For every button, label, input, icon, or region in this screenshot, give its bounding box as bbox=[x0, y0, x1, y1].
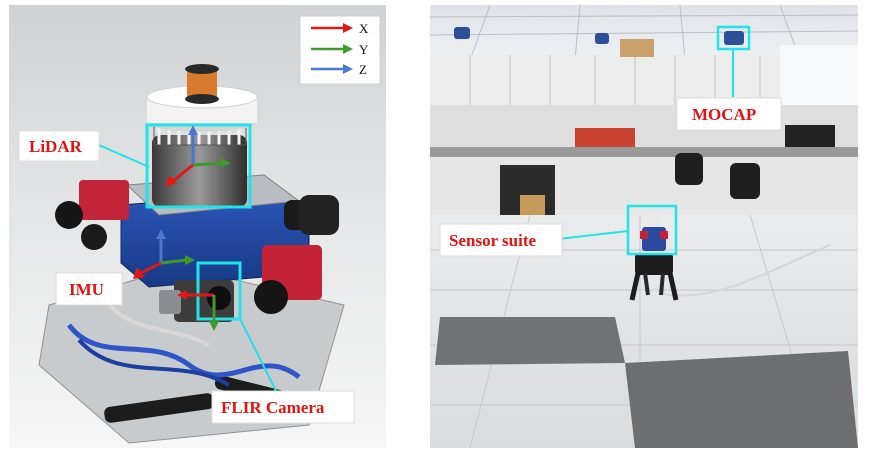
box-on-cabinet bbox=[620, 39, 654, 57]
bench-top bbox=[430, 147, 858, 157]
lab-scene: MOCAP Sensor suite bbox=[430, 5, 858, 448]
axis-z-legend-label: Z bbox=[359, 62, 367, 77]
top-knob bbox=[187, 69, 217, 99]
right-camera-lens bbox=[254, 280, 288, 314]
left-camera-body bbox=[79, 180, 129, 220]
mocap-label: MOCAP bbox=[692, 105, 756, 124]
flir-highlight-box bbox=[196, 261, 242, 321]
storage-bins bbox=[575, 128, 635, 150]
imu-frame-axes bbox=[133, 229, 195, 279]
sensor-suite-scene: X Y Z LiDAR bbox=[9, 5, 386, 448]
ceiling-grid bbox=[430, 5, 858, 61]
lidar-callout-line bbox=[98, 144, 150, 168]
mocap-label-box bbox=[676, 97, 782, 131]
imu-label: IMU bbox=[69, 280, 104, 299]
quadruped-robot bbox=[629, 253, 679, 301]
axis-x-legend-label: X bbox=[359, 21, 369, 36]
cable bbox=[77, 338, 231, 387]
base-foot bbox=[104, 393, 214, 423]
flir-frame-axes bbox=[177, 290, 219, 331]
lidar-frame-axes bbox=[165, 125, 231, 187]
flir-camera-label: FLIR Camera bbox=[221, 398, 325, 417]
sensor-suite-photo: X Y Z LiDAR bbox=[9, 5, 386, 448]
mocap-camera bbox=[454, 27, 470, 39]
gps-puck bbox=[299, 195, 339, 235]
left-camera-lens bbox=[55, 201, 83, 229]
sensor-suite-callout-line bbox=[557, 230, 629, 240]
dark-floor-mat bbox=[435, 317, 625, 365]
axis-y-legend-label: Y bbox=[359, 42, 369, 57]
chair bbox=[730, 163, 760, 199]
imu-module bbox=[159, 290, 181, 314]
lidar-body bbox=[152, 135, 247, 207]
lab-photo: MOCAP Sensor suite bbox=[430, 5, 858, 448]
sensor-suite-label: Sensor suite bbox=[449, 231, 537, 250]
sensor-suite-label-box bbox=[439, 223, 563, 257]
axis-legend: X Y Z bbox=[299, 15, 381, 85]
lidar-label: LiDAR bbox=[29, 137, 83, 156]
imu-label-box bbox=[55, 272, 123, 306]
cable bbox=[107, 303, 210, 347]
flir-label-box bbox=[211, 390, 355, 424]
mocap-camera bbox=[595, 33, 609, 44]
mounted-sensor-suite bbox=[640, 212, 668, 251]
left-camera-lens bbox=[81, 224, 107, 250]
sensor-suite-highlight-box bbox=[626, 204, 678, 256]
dark-floor-mat bbox=[625, 351, 858, 448]
flir-callout-line bbox=[238, 316, 278, 394]
mocap-camera bbox=[724, 31, 744, 45]
cardboard-box bbox=[520, 195, 545, 217]
lidar-label-box bbox=[18, 130, 100, 162]
front-camera-lens bbox=[207, 286, 231, 310]
chair bbox=[675, 153, 703, 185]
